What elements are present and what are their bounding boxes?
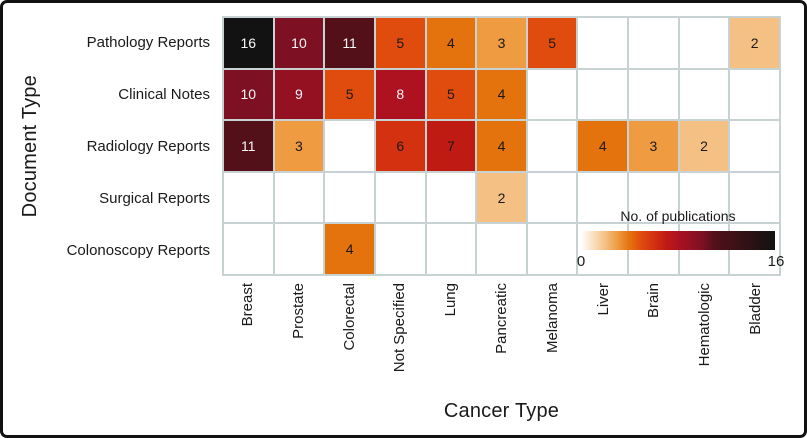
heatmap-cell: 6 — [375, 121, 425, 171]
heatmap-cell: 5 — [375, 18, 425, 68]
heatmap-cell — [375, 224, 425, 274]
heatmap-cell — [477, 224, 526, 274]
heatmap-cell — [730, 121, 779, 171]
row-label: Clinical Notes — [118, 85, 210, 103]
x-axis-title: Cancer Type — [443, 400, 560, 422]
col-label-slot: Not Specified — [374, 283, 425, 395]
col-label: Colorectal — [340, 283, 358, 351]
row-label: Pathology Reports — [86, 33, 210, 51]
heatmap-cell: 4 — [477, 121, 526, 171]
heatmap-cell — [679, 69, 729, 120]
col-label-slot: Liver — [578, 283, 629, 395]
col-label: Liver — [594, 283, 612, 316]
heatmap-cell: 5 — [325, 69, 374, 120]
heatmap-cell: 4 — [477, 69, 526, 120]
heatmap-cell: 3 — [477, 18, 526, 68]
heatmap-cell: 2 — [477, 172, 526, 223]
heatmap-cell — [527, 121, 577, 171]
heatmap-cell: 4 — [426, 18, 476, 68]
col-label: Prostate — [289, 283, 307, 339]
heatmap-cell — [527, 224, 577, 274]
row-label: Radiology Reports — [86, 137, 210, 155]
x-axis-tick-labels: Breast Prostate Colorectal Not Specified Lun… — [222, 283, 781, 395]
heatmap-cell: 2 — [730, 18, 779, 68]
colorbar-min-label: 0 — [576, 253, 586, 270]
col-label: Brain — [645, 283, 663, 319]
heatmap-cell: 8 — [375, 69, 425, 120]
col-label: Melanoma — [543, 283, 561, 354]
heatmap-cell — [224, 224, 273, 274]
heatmap-cell: 10 — [274, 18, 324, 68]
heatmap-cell — [527, 172, 577, 223]
heatmap-cell — [629, 172, 678, 223]
col-label: Pancreatic — [492, 283, 510, 354]
heatmap-cell: 4 — [325, 224, 374, 274]
heatmap-cell — [426, 172, 476, 223]
heatmap-cell — [679, 18, 729, 68]
heatmap-cell: 11 — [325, 18, 374, 68]
heatmap-cell — [274, 172, 324, 223]
col-label-slot: Lung — [425, 283, 476, 395]
heatmap-cell — [578, 172, 628, 223]
row-label: Colonoscopy Reports — [66, 241, 210, 259]
row-label: Surgical Reports — [99, 189, 210, 207]
col-label: Hematologic — [696, 283, 714, 367]
colorbar-title: No. of publications — [620, 208, 736, 224]
heatmap-cell — [527, 69, 577, 120]
heatmap-cell: 2 — [679, 121, 729, 171]
heatmap-cell — [224, 172, 273, 223]
heatmap-cell: 11 — [224, 121, 273, 171]
heatmap-cell — [578, 69, 628, 120]
col-label: Lung — [442, 283, 460, 317]
heatmap-cell: 3 — [274, 121, 324, 171]
heatmap-cell — [325, 121, 374, 171]
heatmap-cell — [629, 18, 678, 68]
heatmap-cell — [325, 172, 374, 223]
col-label-slot: Brain — [629, 283, 680, 395]
col-label-slot: Pancreatic — [476, 283, 527, 395]
heatmap-cell — [375, 172, 425, 223]
heatmap-cell: 3 — [629, 121, 678, 171]
col-label: Breast — [238, 283, 256, 327]
heatmap-cell — [629, 69, 678, 120]
col-label-slot: Melanoma — [527, 283, 578, 395]
heatmap-cell: 16 — [224, 18, 273, 68]
col-label-slot: Prostate — [273, 283, 324, 395]
colorbar-gradient — [581, 231, 775, 250]
heatmap-cell: 10 — [224, 69, 273, 120]
heatmap-cell — [730, 172, 779, 223]
col-label: Bladder — [747, 283, 765, 335]
heatmap-cell: 5 — [426, 69, 476, 120]
heatmap-cell: 9 — [274, 69, 324, 120]
heatmap-cell: 4 — [578, 121, 628, 171]
heatmap-cell: 7 — [426, 121, 476, 171]
col-label-slot: Colorectal — [324, 283, 375, 395]
heatmap-cell — [426, 224, 476, 274]
col-label-slot: Hematologic — [679, 283, 730, 395]
heatmap-cell: 5 — [527, 18, 577, 68]
heatmap-cell — [578, 18, 628, 68]
col-label: Not Specified — [391, 283, 409, 373]
heatmap-cell — [274, 224, 324, 274]
heatmap-cell — [730, 69, 779, 120]
colorbar-max-label: 16 — [767, 253, 785, 270]
col-label-slot: Bladder — [730, 283, 781, 395]
heatmap-cell — [679, 172, 729, 223]
col-label-slot: Breast — [222, 283, 273, 395]
y-axis-tick-labels: Pathology Reports Clinical Notes Radiology… — [3, 16, 210, 276]
